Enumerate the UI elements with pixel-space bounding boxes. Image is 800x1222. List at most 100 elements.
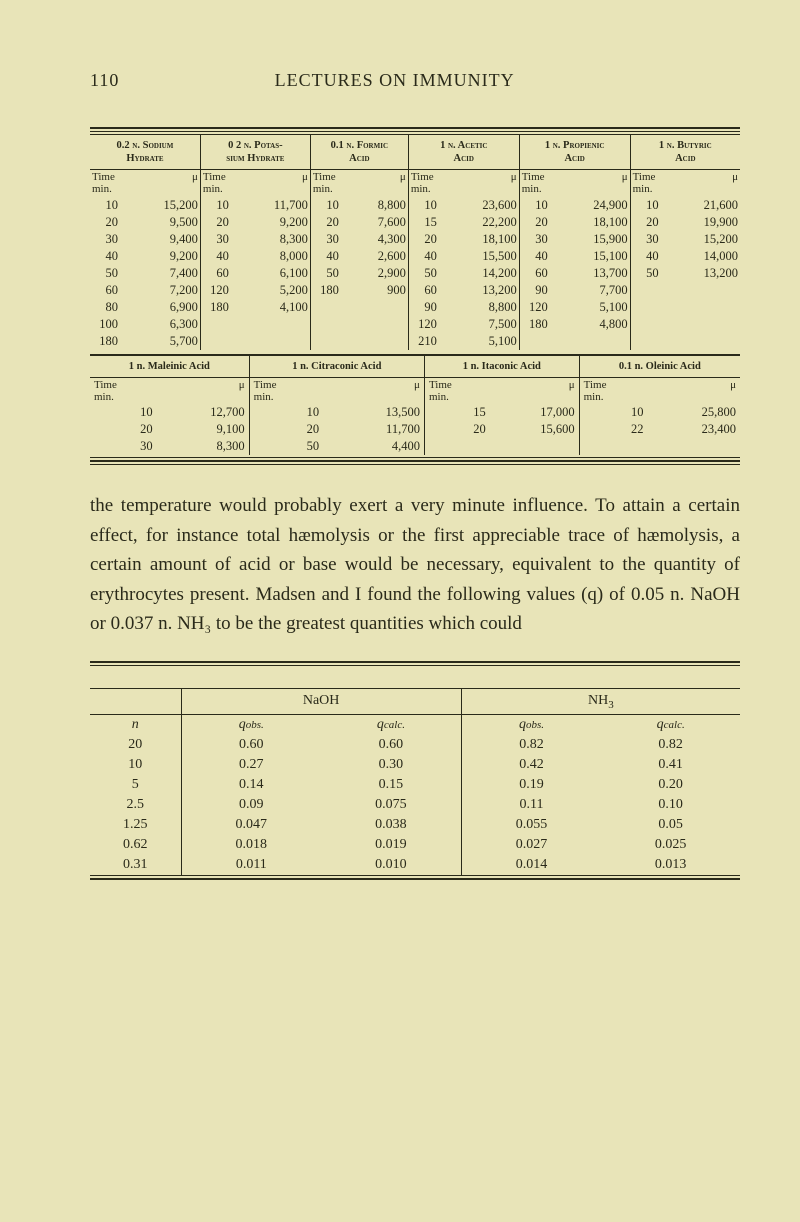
value-cell: 8,800	[439, 299, 519, 316]
page: 110 LECTURES ON IMMUNITY 0.2 n. SodiumHy…	[0, 0, 800, 1222]
value-cell	[231, 316, 310, 333]
table-row: 309,400308,300304,3002018,1003015,900301…	[90, 231, 740, 248]
time-cell: 40	[519, 248, 550, 265]
value-cell: 0.27	[181, 755, 321, 775]
column-head: 0 2 n. Potas-sium Hydrate	[200, 135, 310, 170]
table-row: 607,2001205,2001809006013,200907,700	[90, 282, 740, 299]
value-cell: 13,500	[323, 404, 424, 421]
time-label: Timemin.	[408, 170, 439, 198]
value-cell: 11,700	[323, 421, 424, 438]
running-head: LECTURES ON IMMUNITY	[79, 70, 710, 91]
value-cell: 15,900	[550, 231, 630, 248]
value-cell	[661, 282, 740, 299]
value-cell: 21,600	[661, 197, 740, 214]
value-cell: 4,800	[550, 316, 630, 333]
value-cell: 9,100	[157, 421, 250, 438]
value-cell: 8,300	[231, 231, 310, 248]
value-cell: 0.019	[321, 835, 461, 855]
value-cell: 0.11	[461, 795, 601, 815]
table-row: 1.250.0470.0380.0550.05	[90, 815, 740, 835]
value-cell: 0.075	[321, 795, 461, 815]
value-cell	[341, 316, 408, 333]
value-cell: 0.014	[461, 855, 601, 875]
value-cell: 900	[341, 282, 408, 299]
value-cell: 14,200	[439, 265, 519, 282]
column-head: 0.2 n. SodiumHydrate	[90, 135, 200, 170]
value-cell: 0.047	[181, 815, 321, 835]
value-cell: 15,100	[550, 248, 630, 265]
value-cell: 2,600	[341, 248, 408, 265]
value-cell: 4,100	[231, 299, 310, 316]
mu-label: μ	[341, 170, 408, 198]
value-cell: 13,200	[439, 282, 519, 299]
value-cell: 15,200	[661, 231, 740, 248]
time-cell: 180	[519, 316, 550, 333]
time-cell: 50	[310, 265, 341, 282]
time-cell: 40	[408, 248, 439, 265]
value-cell	[661, 299, 740, 316]
value-cell	[231, 333, 310, 350]
value-cell: 0.055	[461, 815, 601, 835]
value-cell: 14,000	[661, 248, 740, 265]
rule-mid-thin	[90, 464, 740, 465]
value-cell: 5,200	[231, 282, 310, 299]
value-cell	[341, 299, 408, 316]
time-label: Timemin.	[310, 170, 341, 198]
table-row: 50.140.150.190.20	[90, 775, 740, 795]
value-cell: 24,900	[550, 197, 630, 214]
column-head: 1 n. ButyricAcid	[630, 135, 740, 170]
time-cell: 50	[630, 265, 661, 282]
value-cell: 7,700	[550, 282, 630, 299]
time-cell	[519, 333, 550, 350]
value-cell: 2,900	[341, 265, 408, 282]
qcalc-2: qcalc.	[601, 715, 740, 736]
time-cell: 80	[90, 299, 120, 316]
value-cell: 0.038	[321, 815, 461, 835]
time-cell	[200, 316, 231, 333]
time-cell: 180	[200, 299, 231, 316]
value-cell: 19,900	[661, 214, 740, 231]
column-head: 0.1 n. Oleinic Acid	[579, 355, 740, 378]
value-cell: 8,300	[157, 438, 250, 455]
time-cell: 30	[310, 231, 341, 248]
time-cell: 10	[90, 197, 120, 214]
value-cell: 0.010	[321, 855, 461, 875]
time-cell: 15	[408, 214, 439, 231]
naoh-nh3-table: NaOH NH3 n qobs. qcalc. qobs. qcalc. 200…	[90, 688, 740, 876]
header: 110 LECTURES ON IMMUNITY	[90, 70, 740, 91]
mu-label: μ	[323, 378, 424, 405]
value-cell: 13,200	[661, 265, 740, 282]
time-cell: 30	[519, 231, 550, 248]
value-cell: 6,900	[120, 299, 200, 316]
value-cell: 13,700	[550, 265, 630, 282]
time-cell	[630, 316, 661, 333]
time-cell	[200, 333, 231, 350]
value-cell: 15,500	[439, 248, 519, 265]
time-cell	[310, 316, 341, 333]
time-label: Timemin.	[630, 170, 661, 198]
value-cell: 6,300	[120, 316, 200, 333]
time-cell: 180	[90, 333, 120, 350]
time-cell: 20	[408, 231, 439, 248]
time-cell: 10	[249, 404, 323, 421]
table-row: 806,9001804,100908,8001205,100	[90, 299, 740, 316]
column-head: 0.1 n. FormicAcid	[310, 135, 408, 170]
time-cell: 120	[519, 299, 550, 316]
time-cell: 120	[200, 282, 231, 299]
time-cell	[630, 282, 661, 299]
time-cell: 20	[424, 421, 489, 438]
time-cell: 40	[630, 248, 661, 265]
time-label: Timemin.	[249, 378, 323, 405]
time-cell: 20	[200, 214, 231, 231]
n-cell: 20	[90, 735, 181, 755]
acids-4col-table: 1 n. Maleinic Acid1 n. Citraconic Acid1 …	[90, 354, 740, 458]
qobs-1: qobs.	[181, 715, 321, 736]
table-row: 209,1002011,7002015,6002223,400	[90, 421, 740, 438]
value-cell: 0.018	[181, 835, 321, 855]
naoh-head: NaOH	[181, 688, 461, 715]
time-cell: 30	[90, 438, 157, 455]
mu-label: μ	[120, 170, 200, 198]
time-label: Timemin.	[90, 378, 157, 405]
time-cell: 20	[90, 421, 157, 438]
value-cell: 8,800	[341, 197, 408, 214]
